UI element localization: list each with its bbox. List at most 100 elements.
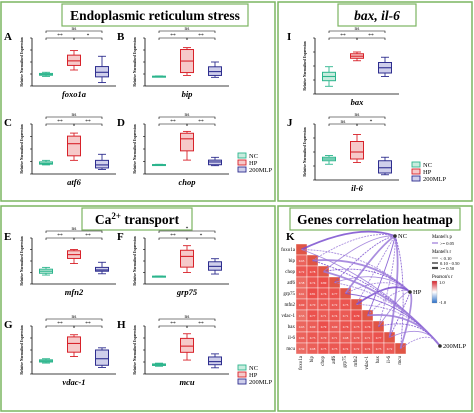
sig-label: ** xyxy=(85,321,91,327)
heat-cell-value: 0.70 xyxy=(321,336,327,340)
heat-row-label: vdac-1 xyxy=(281,314,295,319)
sig-bracket xyxy=(73,237,103,240)
sig-bracket xyxy=(45,318,103,321)
heat-col-label: vdac-1 xyxy=(365,356,370,370)
y-axis-label: Relative Normalized Expression xyxy=(20,325,24,374)
y-axis-label: Relative Normalized Expression xyxy=(20,124,24,173)
heat-cell-value: 0.80 xyxy=(321,281,327,285)
sig-bracket xyxy=(45,116,103,119)
heat-cell-value: 0.74 xyxy=(365,347,371,351)
node-dot xyxy=(408,290,412,294)
heat-row-label: atf6 xyxy=(287,281,295,286)
legend-swatch xyxy=(237,378,247,385)
mantel-link xyxy=(378,323,441,347)
pearson-tick: -1.0 xyxy=(439,300,447,305)
heat-cell-value: 0.72 xyxy=(354,347,360,351)
heat-cell-value: 0.77 xyxy=(332,292,338,296)
mantel-r-item: >= 0.50 xyxy=(440,266,455,271)
node-label: 200MLP xyxy=(443,343,467,350)
heat-col-label: atf6 xyxy=(332,356,337,364)
sig-label: ns xyxy=(72,112,77,118)
gene-label: grp75 xyxy=(176,287,198,297)
panel-C: C Relative Normalized Expression atf6 ** ** n… xyxy=(4,112,116,187)
mantel-link xyxy=(367,235,396,316)
heat-cell-value: 0.55 xyxy=(299,314,305,318)
mantel-link xyxy=(312,234,396,261)
mantel-link xyxy=(323,268,411,293)
mantel-p-title: Mantel's p xyxy=(432,235,453,240)
sig-label: ns xyxy=(185,314,190,320)
box xyxy=(95,349,109,366)
box xyxy=(67,54,81,66)
frame-bax xyxy=(277,1,473,202)
sig-bracket xyxy=(45,30,103,33)
heat-cell-value: 0.76 xyxy=(365,325,371,329)
mantel-link xyxy=(400,336,441,349)
heat-row-label: bip xyxy=(289,259,296,264)
sig-bracket xyxy=(158,116,216,119)
heat-cell-value: 0.71 xyxy=(332,336,338,340)
heat-row-label: grp75 xyxy=(283,292,295,297)
sig-label: ** xyxy=(57,119,63,125)
heat-cell-value: 0.72 xyxy=(387,347,393,351)
panel-H: H Relative Normalized Expression mcu ** ** ns xyxy=(117,314,229,387)
panel-letter: D xyxy=(117,117,125,129)
legend-swatch xyxy=(237,364,247,371)
sig-label: ** xyxy=(198,119,204,125)
panel-B: B Relative Normalized Expression bip ** ** ns xyxy=(117,26,229,99)
legend-swatch xyxy=(237,371,247,378)
heat-col-label: bip xyxy=(310,356,315,363)
pearson-colorbar xyxy=(431,280,438,304)
sig-bracket xyxy=(186,325,216,328)
sig-bracket xyxy=(328,30,386,33)
heat-cell-value: 0.70 xyxy=(310,303,316,307)
heat-cell-value: 0.72 xyxy=(299,270,305,274)
heat-col-label: mcu xyxy=(398,356,403,365)
heat-row-label: mfn2 xyxy=(284,303,295,308)
legend-label: 200MLP xyxy=(249,167,273,174)
box xyxy=(67,135,81,157)
panel-E: E Relative Normalized Expression mfn2 ** ** n… xyxy=(4,226,116,297)
heat-cell-value: 0.59 xyxy=(299,347,305,351)
title-box-heat xyxy=(289,207,461,231)
sig-bracket xyxy=(158,318,216,321)
heat-row-label: foxo1a xyxy=(281,248,296,253)
sig-label: ** xyxy=(57,321,63,327)
legend-label: HP xyxy=(249,160,258,167)
sig-label: ** xyxy=(85,119,91,125)
box xyxy=(180,337,194,353)
mantel-link xyxy=(356,235,396,305)
box xyxy=(378,160,392,174)
y-axis-label: Relative Normalized Expression xyxy=(303,41,307,90)
gene-label: il-6 xyxy=(351,183,364,193)
sig-label: ns xyxy=(355,112,360,118)
heat-cell-value: 0.73 xyxy=(332,347,338,351)
y-axis-label: Relative Normalized Expression xyxy=(20,37,24,86)
sig-label: ** xyxy=(368,33,374,39)
sig-label: ** xyxy=(57,33,63,39)
legend-label: NC xyxy=(423,162,432,169)
gene-label: bip xyxy=(182,89,193,99)
mantel-link xyxy=(389,330,441,347)
panel-J: J Relative Normalized Expression il-6 ns * ns xyxy=(287,112,399,193)
mantel-link xyxy=(323,235,396,272)
heat-col-label: foxo1a xyxy=(299,355,304,370)
gene-label: atf6 xyxy=(67,177,81,187)
heat-cell-value: 0.72 xyxy=(332,303,338,307)
heat-row-label: bax xyxy=(288,325,296,330)
title-bax: bax, il-6 xyxy=(354,8,400,23)
sig-label: ** xyxy=(198,321,204,327)
box xyxy=(180,249,194,268)
heat-cell-value: 0.58 xyxy=(299,281,305,285)
y-axis-label: Relative Normalized Expression xyxy=(133,236,137,285)
sig-label: * xyxy=(200,233,203,239)
legend-label: 200MLP xyxy=(249,379,273,386)
heat-cell-value: 0.73 xyxy=(376,347,382,351)
box xyxy=(95,266,109,272)
heat-cell-value: 0.79 xyxy=(354,314,360,318)
